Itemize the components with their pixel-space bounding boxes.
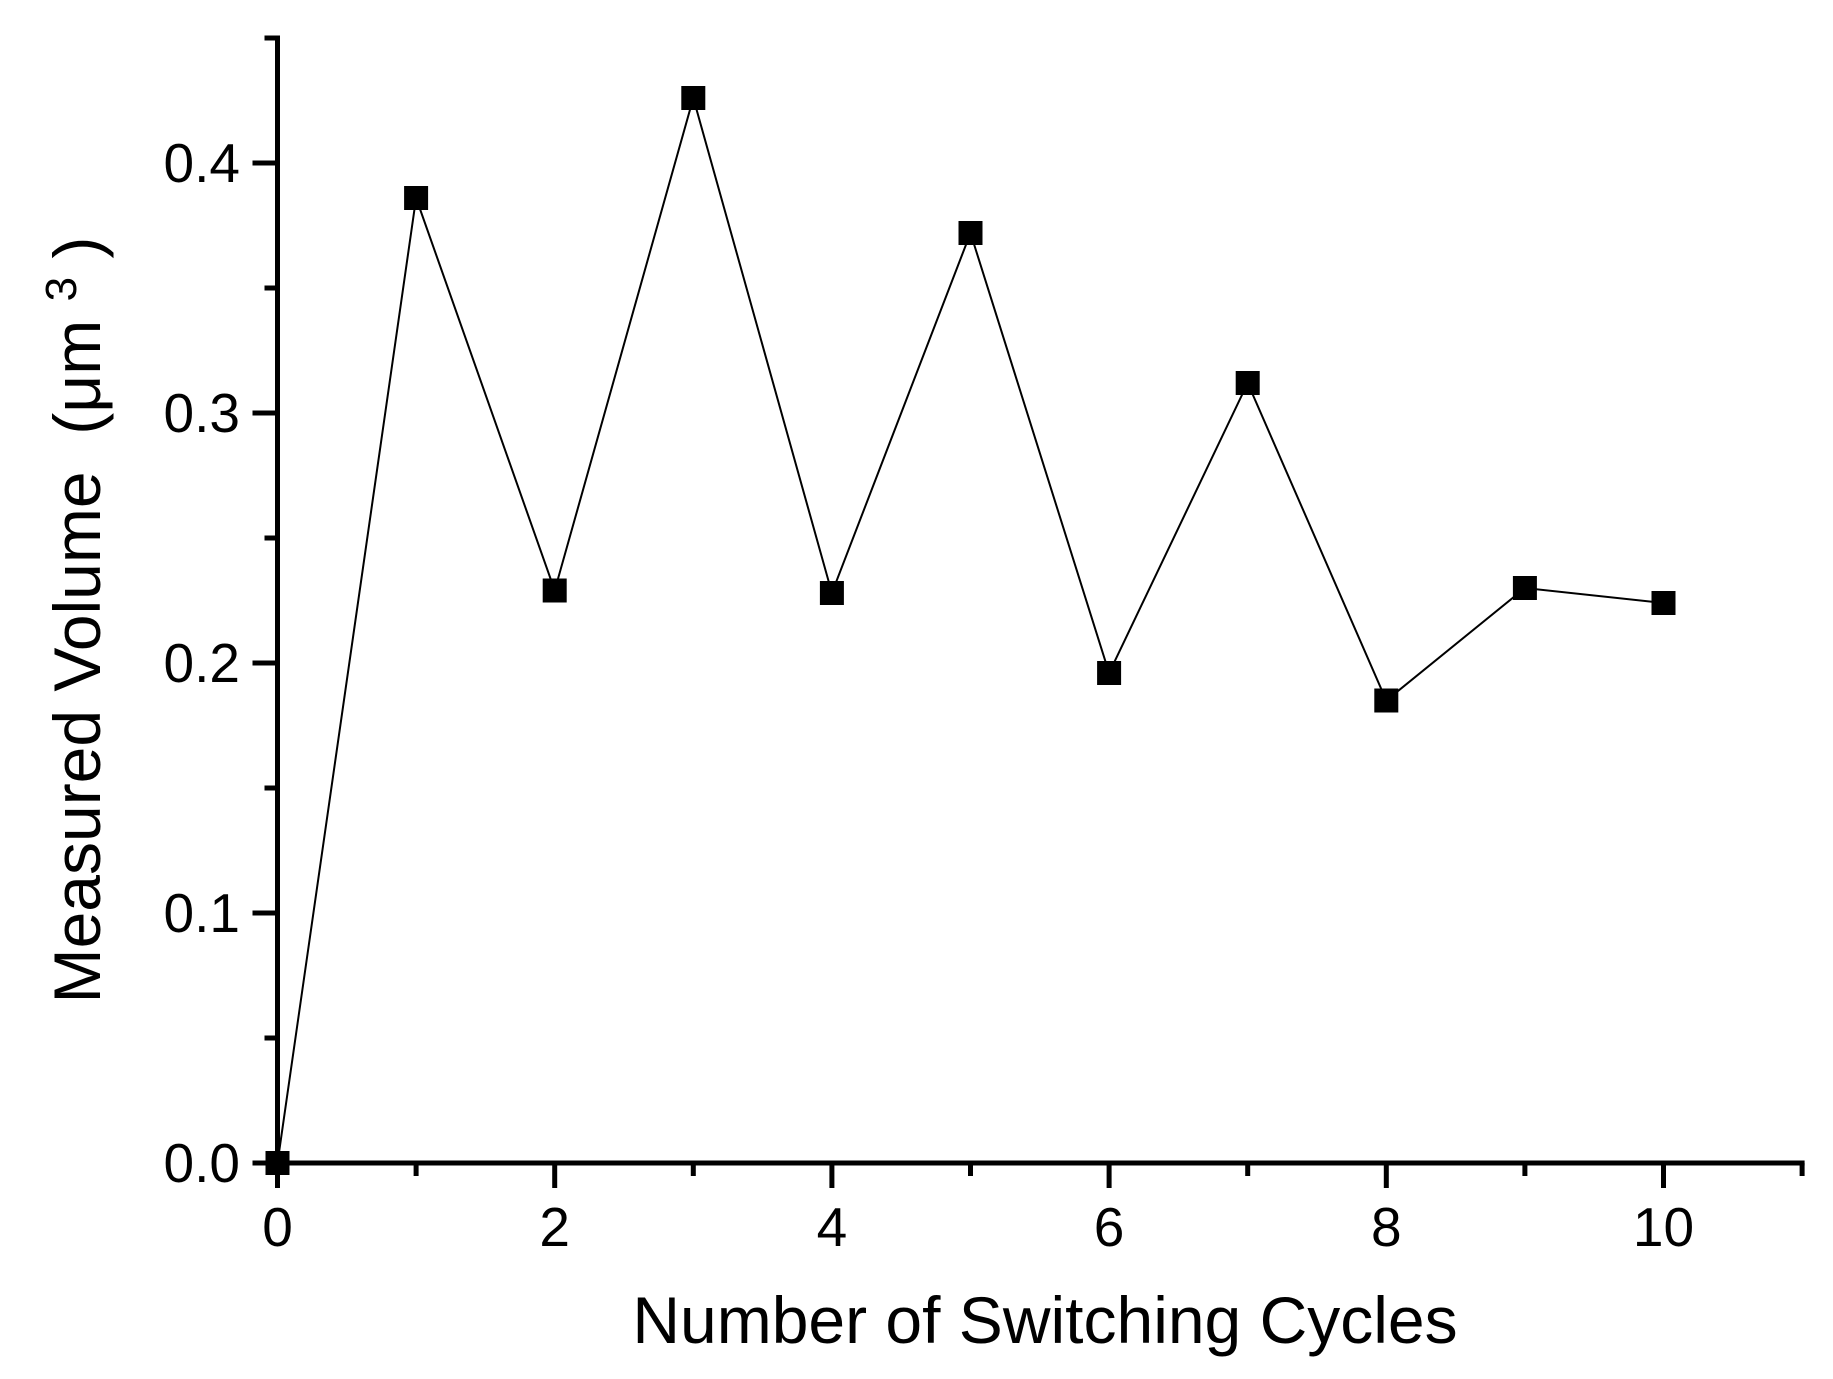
- data-point-marker: [404, 186, 429, 210]
- y-axis-title-text: Measured Volume (μm: [40, 320, 114, 1004]
- x-tick-label: 2: [539, 1196, 570, 1258]
- data-point-marker: [958, 221, 983, 245]
- data-point-marker: [265, 1151, 290, 1175]
- y-tick-label: 0.2: [164, 632, 240, 694]
- y-tick-label: 0.1: [164, 882, 240, 944]
- x-tick-label: 8: [1371, 1196, 1402, 1258]
- y-axis-title-text: ): [40, 237, 114, 259]
- data-point-marker: [681, 86, 706, 110]
- x-tick-label: 10: [1633, 1196, 1694, 1258]
- y-tick-label: 0.3: [164, 382, 240, 444]
- axes: 0 2 4 6 8 10 0.0 0.1 0.2 0.3 0.4: [164, 35, 1805, 1258]
- y-tick-label: 0.4: [164, 132, 240, 194]
- x-tick-label: 6: [1094, 1196, 1125, 1258]
- data-point-marker: [1512, 576, 1537, 600]
- data-point-marker: [1235, 371, 1260, 395]
- y-axis-title-superscript: 3: [37, 277, 86, 301]
- data-point-marker: [1097, 661, 1122, 685]
- data-point-marker: [1651, 591, 1676, 615]
- data-line: [276, 94, 1664, 1164]
- x-axis-title: Number of Switching Cycles: [632, 1283, 1457, 1357]
- x-tick-label: 4: [817, 1196, 848, 1258]
- data-point-marker: [1374, 688, 1399, 713]
- data-point-marker: [542, 578, 567, 603]
- y-tick-label: 0.0: [164, 1132, 240, 1194]
- x-tick-label: 0: [262, 1196, 293, 1258]
- data-point-marker: [819, 581, 844, 605]
- y-axis-title: Measured Volume (μm 3 ): [16, 237, 114, 1004]
- data-series: [265, 86, 1676, 1175]
